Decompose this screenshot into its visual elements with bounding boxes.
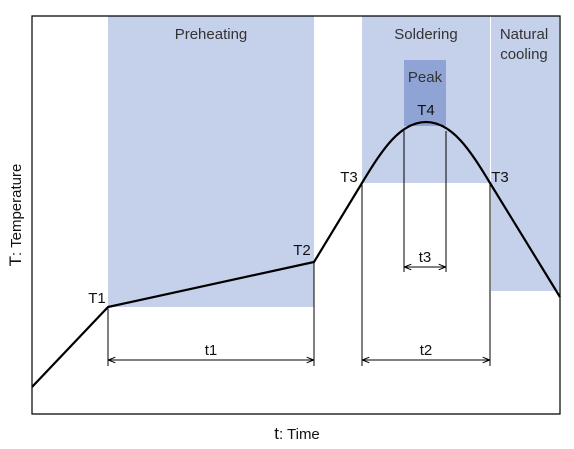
y-axis-title: T: Temperature [6,164,25,267]
peak-label: Peak [408,69,443,86]
y-axis-symbol: T [6,256,25,266]
t3-left-point-label: T3 [340,169,358,186]
t2-duration-label: t2 [420,342,433,359]
t2-point-label: T2 [293,242,311,259]
t3-duration-label: t3 [419,249,432,266]
t4-point-label: T4 [417,102,435,119]
y-axis-label: : Temperature [8,164,25,256]
natural-cooling-zone [491,16,559,291]
t1-duration-label: t1 [205,342,218,359]
x-axis-label: : Time [279,426,320,443]
natural-cooling-label-line2: cooling [500,46,548,63]
x-axis-title: t: Time [274,424,320,443]
plot-frame [31,15,561,415]
x-axis-symbol: t [274,424,279,443]
temperature-curve [31,120,561,388]
t1-point-label: T1 [88,290,106,307]
t3-right-point-label: T3 [491,169,509,186]
soldering-label: Soldering [394,26,457,43]
peak-zone [404,60,446,126]
natural-cooling-label-line1: Natural [500,26,548,43]
preheating-label: Preheating [175,26,248,43]
preheating-zone [108,16,314,307]
